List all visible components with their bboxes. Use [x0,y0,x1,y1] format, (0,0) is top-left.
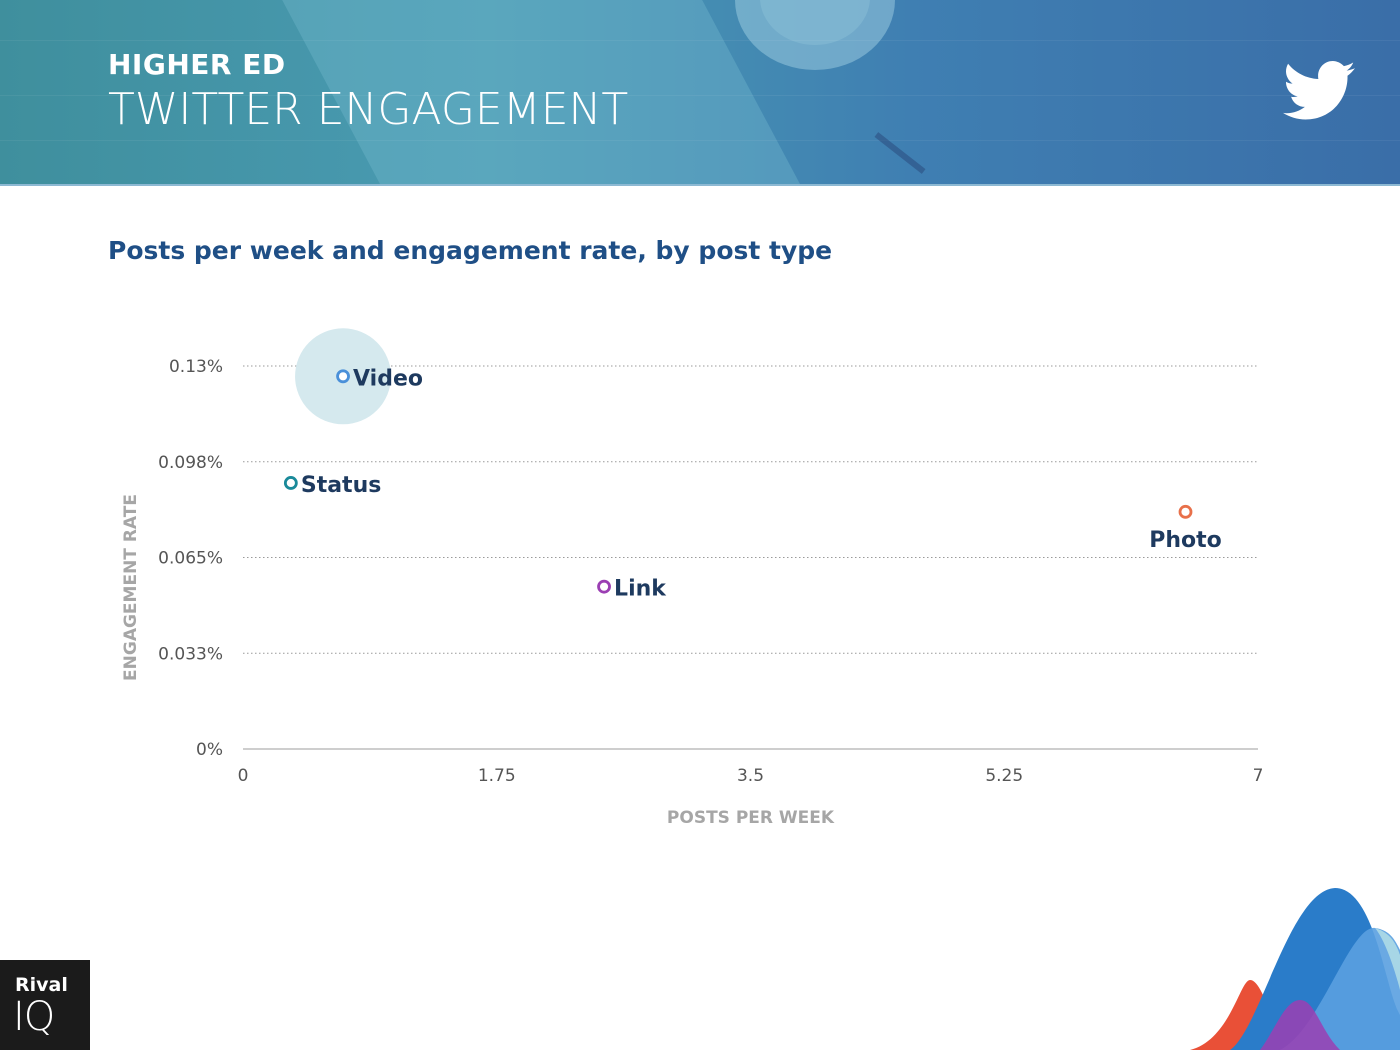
header-cup-inner-decoration [760,0,870,45]
data-label-link: Link [614,577,667,602]
x-tick-label: 7 [1253,766,1264,786]
y-tick-label: 0.065% [158,549,223,569]
data-label-video: Video [353,366,423,391]
data-point-link [597,579,611,594]
header-title: TWITTER ENGAGEMENT [108,84,629,135]
y-axis-title: ENGAGEMENT RATE [121,494,141,681]
rivaliq-logo [0,960,90,1050]
x-axis-title: POSTS PER WEEK [667,808,835,828]
header-wood-grain [0,140,1400,141]
decorative-mountains [1190,888,1400,1050]
x-tick-label: 3.5 [737,766,764,786]
x-tick-label: 1.75 [478,766,516,786]
y-tick-label: 0.098% [158,453,223,473]
data-label-status: Status [301,473,381,498]
x-tick-label: 5.25 [985,766,1023,786]
data-point-video [336,369,350,384]
y-tick-label: 0.033% [158,644,223,664]
page-header: HIGHER ED TWITTER ENGAGEMENT [0,0,1400,186]
header-cup-decoration [735,0,895,70]
data-point-status [283,476,298,490]
logo-text-iq: IQ [13,994,55,1040]
chart-title: Posts per week and engagement rate, by p… [108,236,833,265]
data-point-photo [1178,504,1193,519]
data-label-photo: Photo [1149,528,1222,553]
x-tick-label: 0 [238,766,249,786]
twitter-bird-icon [1283,61,1355,120]
y-tick-label: 0.13% [169,357,223,377]
logo-text-rival: Rival [15,974,68,996]
header-subtitle: HIGHER ED [108,48,286,81]
header-wood-grain [0,40,1400,41]
scatter-chart: 0% 0.033% 0.065% 0.098% 0.13% 0 1.75 3.5 5.25 7 PO… [121,328,1264,828]
header-pencil-decoration [874,132,926,174]
y-tick-label: 0% [196,740,223,760]
